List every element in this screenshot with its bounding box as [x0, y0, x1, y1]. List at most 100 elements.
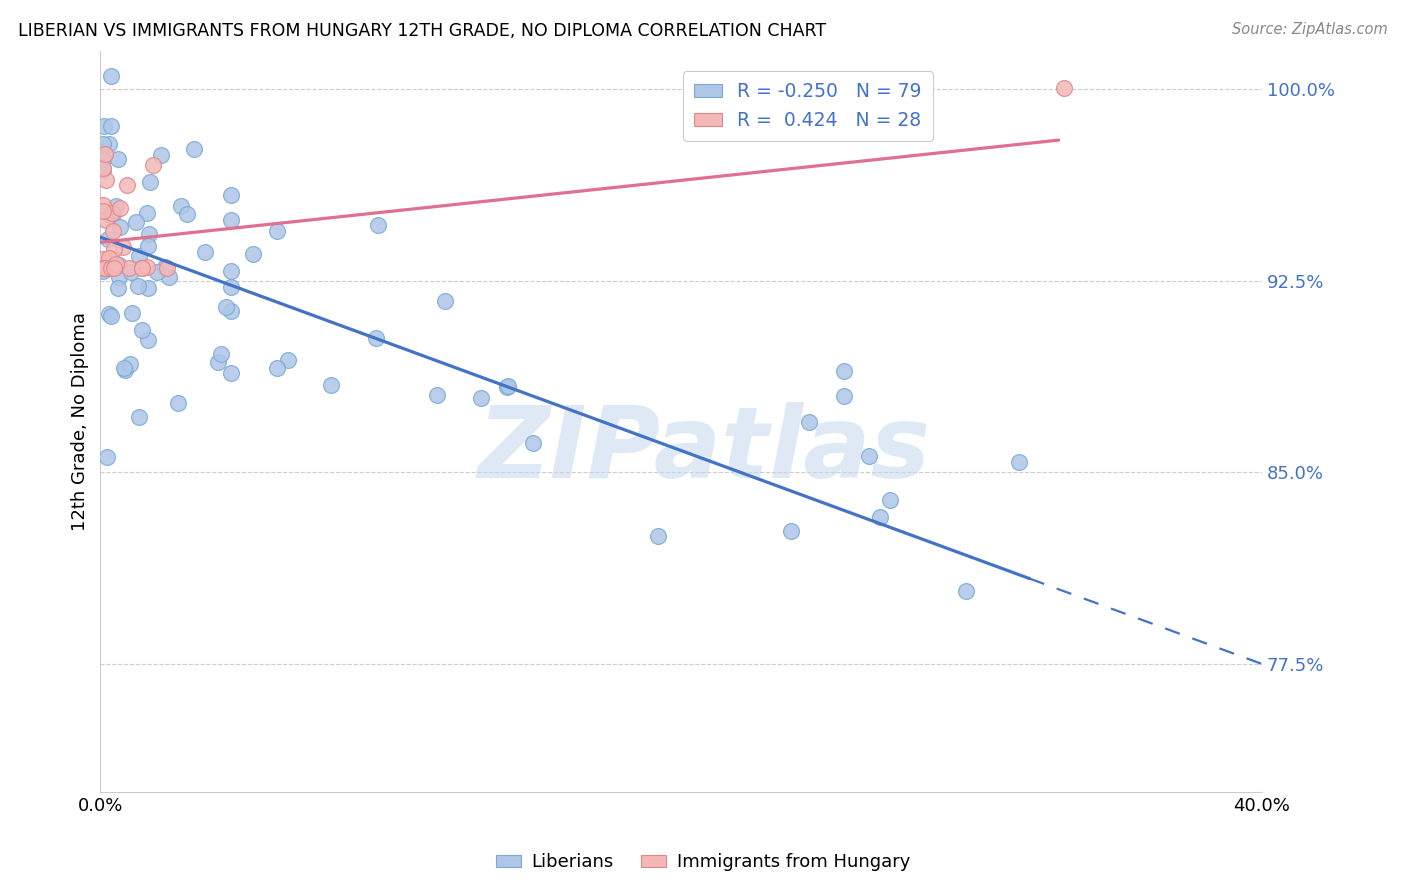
Point: [142, 157, 165, 171]
Point: [367, 219, 389, 233]
Point: [98, 208, 121, 222]
Point: [127, 279, 149, 293]
Point: [136, 206, 159, 220]
Point: [103, 242, 125, 256]
Point: [858, 450, 880, 464]
Point: [146, 265, 169, 279]
Point: [93, 163, 115, 178]
Point: [157, 270, 180, 285]
Point: [219, 366, 242, 380]
Point: [834, 389, 856, 403]
Point: [128, 250, 150, 264]
Y-axis label: 12th Grade, No Diploma: 12th Grade, No Diploma: [72, 311, 89, 531]
Point: [149, 148, 172, 162]
Point: [103, 224, 125, 238]
Point: [100, 260, 122, 275]
Point: [105, 257, 128, 271]
Point: [319, 378, 342, 392]
Point: [136, 281, 159, 295]
Point: [183, 142, 205, 156]
Point: [94, 147, 117, 161]
Point: [101, 207, 124, 221]
Point: [96, 450, 118, 464]
Point: [131, 260, 153, 275]
Point: [128, 409, 150, 424]
Point: [219, 264, 242, 278]
Point: [103, 260, 125, 275]
Point: [955, 583, 977, 598]
Point: [364, 331, 387, 345]
Point: [470, 391, 492, 405]
Point: [93, 120, 115, 134]
Point: [167, 395, 190, 409]
Point: [219, 213, 242, 227]
Text: LIBERIAN VS IMMIGRANTS FROM HUNGARY 12TH GRADE, NO DIPLOMA CORRELATION CHART: LIBERIAN VS IMMIGRANTS FROM HUNGARY 12TH…: [18, 22, 827, 40]
Point: [91, 198, 114, 212]
Legend: R = -0.250   N = 79, R =  0.424   N = 28: R = -0.250 N = 79, R = 0.424 N = 28: [683, 71, 934, 141]
Point: [94, 212, 117, 227]
Point: [101, 260, 124, 275]
Point: [111, 240, 134, 254]
Point: [98, 136, 121, 151]
Point: [114, 362, 136, 376]
Point: [108, 258, 131, 272]
Point: [125, 215, 148, 229]
Point: [522, 436, 544, 450]
Point: [219, 188, 242, 202]
Point: [219, 303, 242, 318]
Point: [277, 353, 299, 368]
Point: [780, 524, 803, 539]
Point: [266, 223, 288, 237]
Point: [100, 120, 122, 134]
Point: [91, 263, 114, 277]
Point: [209, 346, 232, 360]
Point: [91, 136, 114, 151]
Point: [118, 260, 141, 275]
Point: [91, 203, 114, 218]
Point: [115, 178, 138, 193]
Point: [107, 152, 129, 166]
Point: [1053, 80, 1076, 95]
Point: [207, 354, 229, 368]
Point: [138, 227, 160, 241]
Point: [100, 260, 122, 275]
Point: [91, 161, 114, 175]
Point: [219, 279, 242, 293]
Point: [131, 260, 153, 275]
Point: [170, 199, 193, 213]
Point: [108, 219, 131, 234]
Point: [118, 357, 141, 371]
Legend: Liberians, Immigrants from Hungary: Liberians, Immigrants from Hungary: [488, 847, 918, 879]
Text: Source: ZipAtlas.com: Source: ZipAtlas.com: [1232, 22, 1388, 37]
Point: [194, 244, 217, 259]
Point: [138, 333, 160, 347]
Point: [176, 207, 198, 221]
Point: [496, 379, 519, 393]
Point: [120, 265, 142, 279]
Point: [136, 260, 159, 274]
Point: [101, 252, 124, 266]
Point: [96, 173, 118, 187]
Point: [139, 174, 162, 188]
Point: [647, 529, 669, 543]
Point: [91, 252, 114, 267]
Text: ZIPatlas: ZIPatlas: [478, 402, 931, 500]
Point: [136, 239, 159, 253]
Point: [112, 361, 135, 376]
Point: [121, 306, 143, 320]
Point: [869, 510, 891, 524]
Point: [105, 199, 128, 213]
Point: [93, 260, 115, 275]
Point: [266, 360, 288, 375]
Point: [215, 300, 238, 314]
Point: [108, 201, 131, 215]
Point: [101, 206, 124, 220]
Point: [91, 152, 114, 166]
Point: [1008, 454, 1031, 468]
Point: [100, 69, 122, 83]
Point: [131, 322, 153, 336]
Point: [879, 492, 901, 507]
Point: [156, 260, 179, 275]
Point: [242, 247, 264, 261]
Point: [433, 294, 456, 309]
